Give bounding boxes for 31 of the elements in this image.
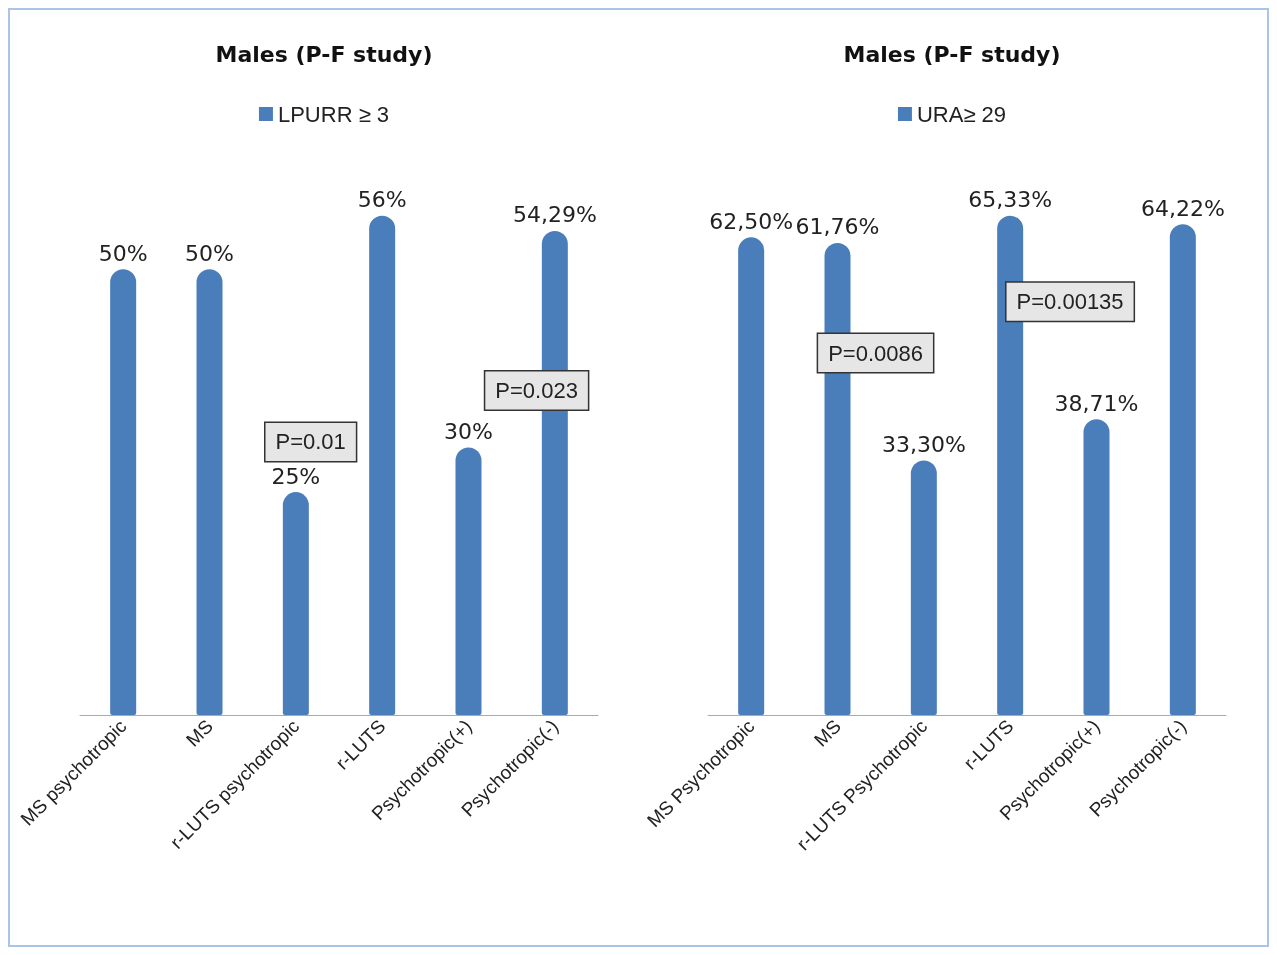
data-label: 50% xyxy=(185,240,234,266)
annotation: P=0.0086 xyxy=(828,340,923,366)
legend-label: LPURR ≥ 3 xyxy=(277,101,390,127)
bar xyxy=(282,492,309,715)
annotation: P=0.00135 xyxy=(1016,289,1124,315)
data-label: 64,22% xyxy=(1140,195,1225,221)
data-label: 38,71% xyxy=(1054,390,1139,416)
bar xyxy=(738,237,765,715)
data-label: 65,33% xyxy=(968,187,1053,213)
bar xyxy=(196,269,223,715)
data-label: 50% xyxy=(98,240,148,266)
bar xyxy=(910,460,937,715)
legend-label: URA≥ 29 xyxy=(916,101,1007,127)
bar xyxy=(455,447,482,715)
data-label: 30% xyxy=(444,419,493,444)
x-tick-label: MS xyxy=(181,715,217,751)
data-label: 33,30% xyxy=(881,431,966,457)
data-label: 54,29% xyxy=(512,202,597,228)
bar xyxy=(110,269,137,715)
annotation: P=0.01 xyxy=(275,429,346,455)
bar xyxy=(1169,224,1196,715)
chart-title: Males (P-F study) xyxy=(843,41,1061,67)
bar xyxy=(369,215,396,715)
data-label: 56% xyxy=(357,187,407,213)
data-label: 25% xyxy=(271,463,321,489)
annotation: P=0.023 xyxy=(495,377,578,403)
data-label: 61,76% xyxy=(795,214,880,240)
data-label: 62,50% xyxy=(709,208,794,234)
chart-title: Males (P-F study) xyxy=(215,41,433,67)
x-tick-label: MS xyxy=(809,715,845,751)
bar xyxy=(1083,419,1110,715)
